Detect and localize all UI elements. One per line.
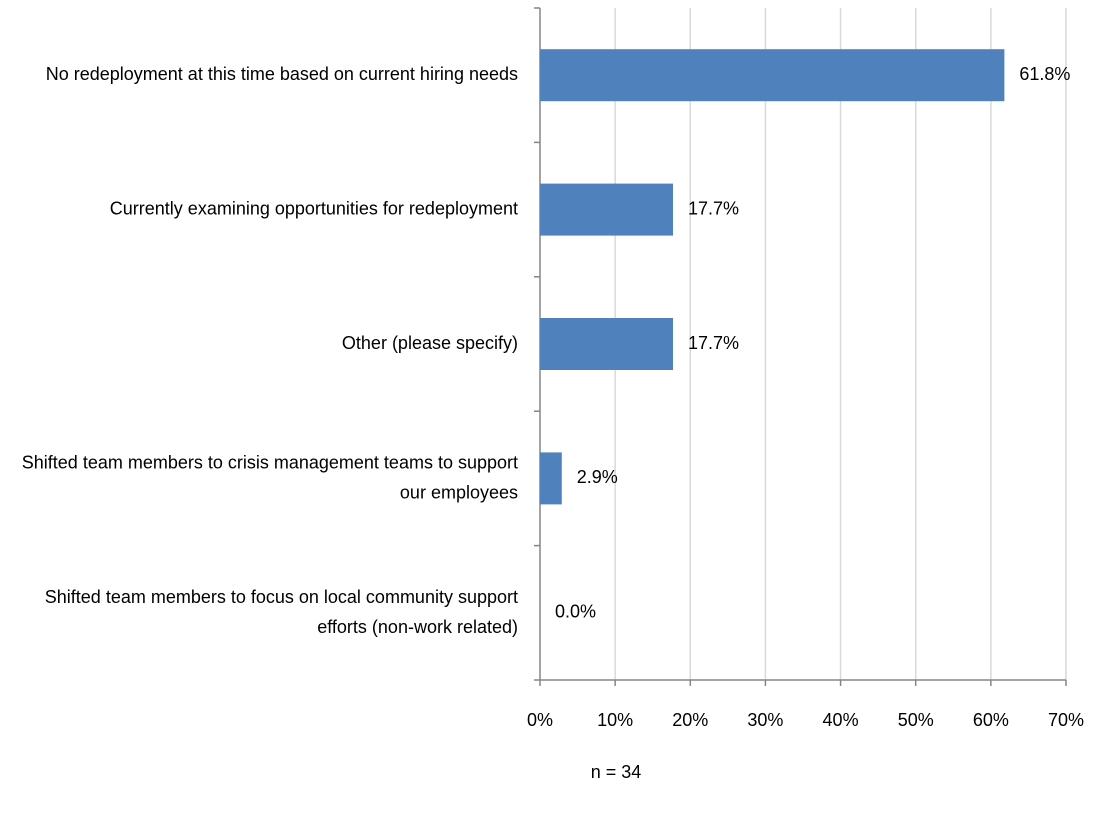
value-label: 61.8%: [1019, 64, 1070, 84]
category-label: No redeployment at this time based on cu…: [46, 64, 518, 84]
x-tick-label: 30%: [747, 710, 783, 730]
x-tick-label: 50%: [898, 710, 934, 730]
value-label: 2.9%: [577, 467, 618, 487]
value-label: 0.0%: [555, 602, 596, 622]
x-tick-label: 20%: [672, 710, 708, 730]
bar: [540, 452, 562, 505]
x-tick-label: 60%: [973, 710, 1009, 730]
x-tick-label: 0%: [527, 710, 553, 730]
value-label: 17.7%: [688, 198, 739, 218]
category-label: Currently examining opportunities for re…: [110, 198, 518, 218]
sample-size-note: n = 34: [591, 762, 642, 782]
bar: [540, 49, 1005, 102]
category-label: Other (please specify): [342, 333, 518, 353]
value-label: 17.7%: [688, 333, 739, 353]
x-tick-label: 10%: [597, 710, 633, 730]
bar: [540, 183, 674, 236]
category-label: Shifted team members to focus on local c…: [45, 587, 518, 637]
x-tick-label: 70%: [1048, 710, 1084, 730]
x-tick-label: 40%: [823, 710, 859, 730]
category-label: Shifted team members to crisis managemen…: [22, 452, 518, 502]
bar: [540, 318, 674, 370]
